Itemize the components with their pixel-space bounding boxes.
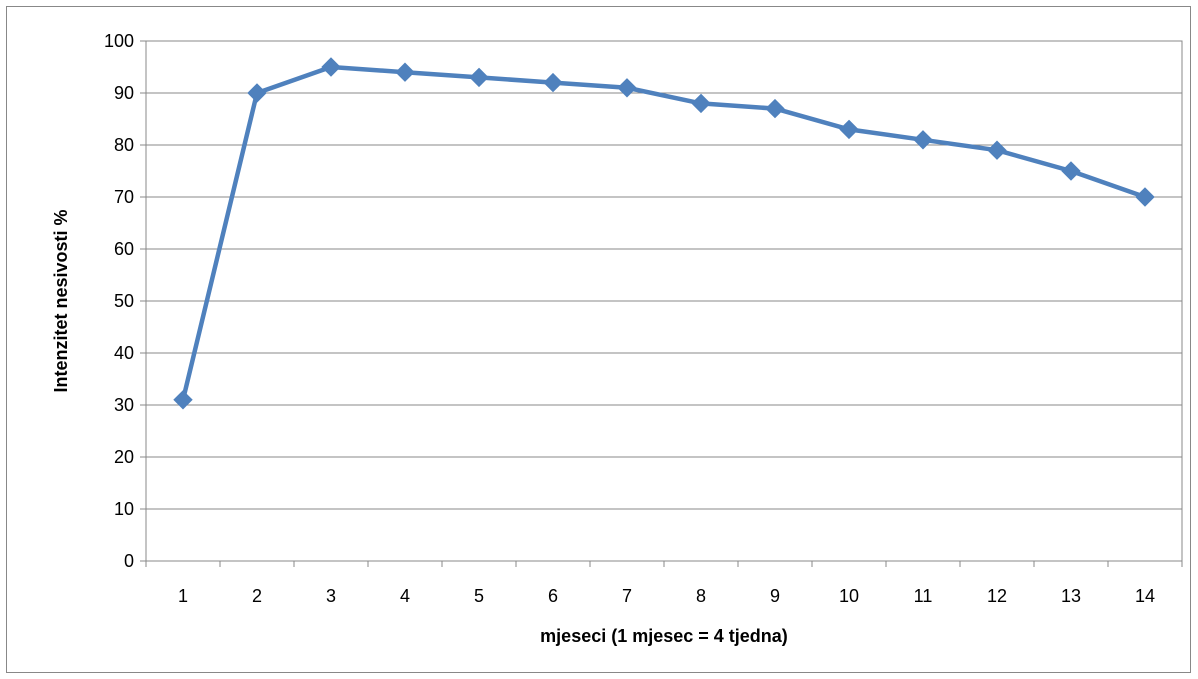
x-tick-label: 14 [1135,586,1155,606]
grid-lines [140,40,1183,567]
x-tick-label: 2 [252,586,262,606]
x-tick-label: 6 [548,586,558,606]
data-point-marker [765,98,785,119]
x-tick-label: 5 [474,586,484,606]
x-tick-label: 7 [622,586,632,606]
x-axis-title: mjeseci (1 mjesec = 4 tjedna) [540,626,788,646]
y-tick-label: 0 [124,551,134,571]
data-point-marker [617,78,637,98]
y-tick-label: 40 [114,343,134,363]
x-axis-tick-labels: 1 2 3 4 5 6 7 8 9 10 11 12 13 14 [178,586,1155,606]
y-tick-label: 50 [114,291,134,311]
y-tick-label: 90 [114,83,134,103]
data-point-marker [543,72,563,93]
x-tick-label: 12 [987,586,1007,606]
series-layer [173,57,1155,410]
y-tick-label: 60 [114,239,134,259]
plot-area [145,40,1183,562]
y-axis-title: Intenzitet nesivosti % [51,209,71,392]
data-point-marker [1135,187,1155,207]
data-point-marker [321,57,341,77]
data-point-marker [173,390,193,410]
x-tick-label: 13 [1061,586,1081,606]
data-point-marker [691,93,711,114]
data-point-marker [1061,161,1081,181]
y-tick-label: 80 [114,135,134,155]
x-tick-label: 4 [400,586,410,606]
data-point-marker [987,140,1007,160]
data-point-marker [469,67,489,88]
x-tick-label: 9 [770,586,780,606]
data-point-marker [839,119,859,140]
y-tick-label: 20 [114,447,134,467]
y-tick-label: 100 [104,31,134,51]
y-axis-tick-labels: 0 10 20 30 40 50 60 70 80 90 100 [104,31,134,571]
data-point-marker [247,83,267,103]
data-point-marker [395,62,415,82]
chart-frame [6,6,1191,673]
y-tick-label: 70 [114,187,134,207]
y-tick-label: 10 [114,499,134,519]
data-point-marker [913,130,933,150]
y-tick-label: 30 [114,395,134,415]
x-tick-label: 1 [178,586,188,606]
series-line [180,64,1146,401]
x-tick-label: 10 [839,586,859,606]
x-tick-label: 8 [696,586,706,606]
x-tick-label: 11 [914,586,933,606]
x-tick-label: 3 [326,586,336,606]
